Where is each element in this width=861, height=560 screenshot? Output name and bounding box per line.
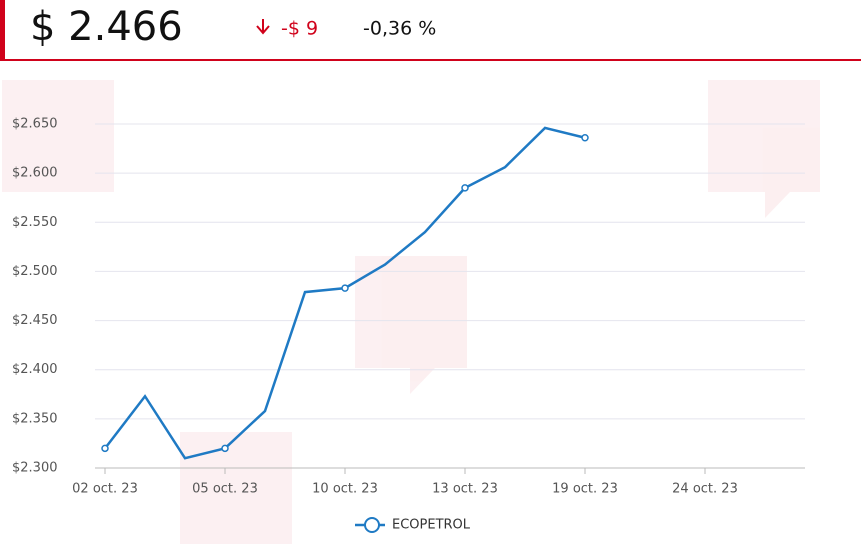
percent: -0,36 % [363,18,436,40]
point-marker [461,184,469,192]
x-tick-label: 13 oct. 23 [432,482,498,497]
point-marker [221,444,229,453]
point-marker [581,134,589,142]
y-tick-label: $2.450 [12,313,58,328]
y-tick-label: $2.400 [12,362,58,377]
point-marker [341,284,349,292]
accent-bar [0,0,5,61]
y-tick-label: $2.300 [12,461,58,476]
point-marker [101,444,109,453]
y-tick-label: $2.350 [12,411,58,426]
header-rule [0,59,861,61]
price: $ 2.466 [30,4,183,50]
line [104,126,586,460]
y-tick-label: $2.650 [12,117,58,132]
y-tick-label: $2.550 [12,215,58,230]
x-tick-label: 10 oct. 23 [312,482,378,497]
down-arrow [256,19,270,35]
legend-label: ECOPETROL [392,518,471,533]
watermarks [2,80,820,544]
y-tick-label: $2.600 [12,166,58,181]
x-tick-label: 24 oct. 23 [672,482,738,497]
y-tick-label: $2.500 [12,264,58,279]
change: -$ 9 [281,18,318,40]
x-tick-label: 19 oct. 23 [552,482,618,497]
x-tick-label: 02 oct. 23 [72,482,138,497]
legend-marker [364,517,380,533]
x-tick-label: 05 oct. 23 [192,482,258,497]
